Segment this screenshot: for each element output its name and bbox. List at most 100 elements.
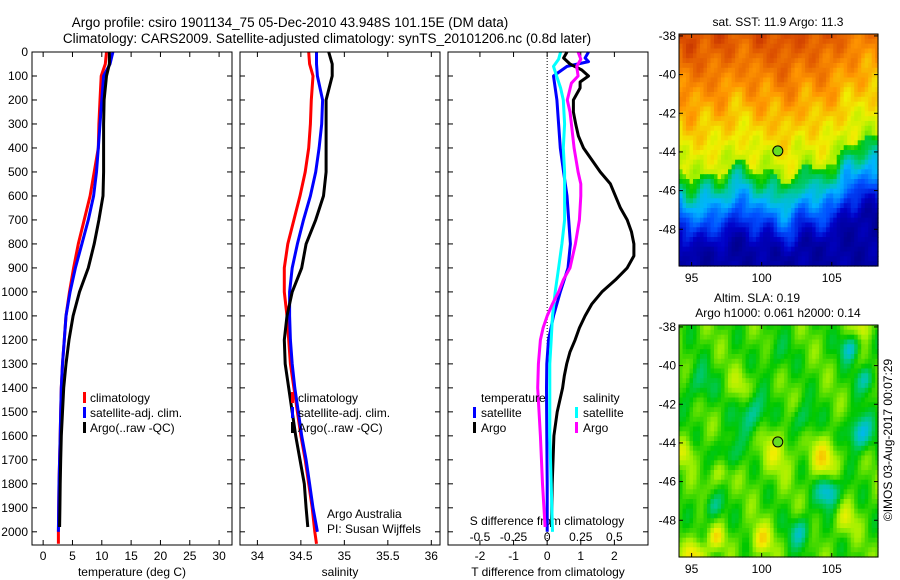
map-cell bbox=[784, 368, 789, 374]
map-cell bbox=[833, 436, 838, 442]
map-cell bbox=[780, 392, 785, 399]
map-cell bbox=[710, 363, 715, 370]
map-cell bbox=[756, 222, 761, 228]
map-cell bbox=[822, 111, 827, 117]
map-cell bbox=[724, 208, 729, 214]
map-cell bbox=[770, 135, 775, 141]
map-cell bbox=[731, 48, 736, 54]
map-cell bbox=[784, 92, 789, 98]
map-cell bbox=[826, 203, 831, 209]
map-cell bbox=[770, 368, 775, 374]
map-cell bbox=[784, 111, 789, 117]
map-cell bbox=[752, 445, 757, 452]
map-cell bbox=[812, 43, 817, 50]
map-cell bbox=[871, 111, 876, 117]
map-cell bbox=[833, 421, 838, 428]
map-cell bbox=[686, 368, 691, 374]
map-cell bbox=[696, 489, 701, 495]
map-cell bbox=[822, 150, 827, 156]
map-cell bbox=[847, 397, 852, 403]
map-cell bbox=[875, 58, 879, 64]
map-cell bbox=[794, 140, 799, 146]
map-cell bbox=[812, 38, 817, 45]
map-cell bbox=[875, 38, 879, 45]
map-cell bbox=[843, 373, 848, 379]
map-cell bbox=[864, 426, 869, 432]
map-cell bbox=[875, 479, 879, 486]
map-cell bbox=[770, 227, 775, 233]
map-cell bbox=[724, 397, 729, 403]
map-cell bbox=[829, 241, 834, 248]
map-cell bbox=[752, 222, 757, 228]
map-cell bbox=[794, 378, 799, 384]
map-cell bbox=[710, 445, 715, 452]
map-cell bbox=[815, 256, 820, 262]
map-cell bbox=[724, 154, 729, 161]
map-cell bbox=[759, 140, 764, 146]
map-cell bbox=[724, 145, 729, 151]
map-cell bbox=[808, 256, 813, 262]
map-cell bbox=[833, 130, 838, 137]
map-cell bbox=[864, 334, 869, 341]
map-cell bbox=[857, 77, 862, 83]
map-cell bbox=[728, 441, 733, 447]
map-cell bbox=[822, 140, 827, 146]
map-cell bbox=[696, 48, 701, 54]
map-cell bbox=[777, 431, 782, 437]
map-cell bbox=[742, 256, 747, 262]
map-cell bbox=[861, 241, 866, 248]
map-cell bbox=[724, 460, 729, 466]
map-cell bbox=[861, 325, 866, 331]
map-cell bbox=[693, 397, 698, 403]
map-cell bbox=[763, 387, 768, 394]
map-cell bbox=[822, 436, 827, 442]
map-cell bbox=[815, 373, 820, 379]
map-cell bbox=[752, 479, 757, 486]
map-cell bbox=[742, 421, 747, 428]
map-cell bbox=[749, 53, 754, 59]
map-cell bbox=[759, 116, 764, 122]
map-cell bbox=[682, 174, 687, 180]
map-cell bbox=[805, 82, 810, 88]
map-cell bbox=[784, 373, 789, 379]
map-cell bbox=[770, 441, 775, 447]
map-cell bbox=[871, 436, 876, 442]
map-cell bbox=[777, 479, 782, 486]
map-cell bbox=[787, 67, 792, 74]
map-cell bbox=[819, 246, 824, 253]
map-cell bbox=[822, 96, 827, 103]
map-cell bbox=[787, 116, 792, 122]
map-cell bbox=[861, 237, 866, 243]
map-cell bbox=[689, 193, 694, 199]
map-cell bbox=[857, 227, 862, 233]
map-cell bbox=[679, 183, 684, 190]
map-cell bbox=[696, 169, 701, 175]
map-cell bbox=[843, 237, 848, 243]
map-cell bbox=[682, 183, 687, 190]
map-cell bbox=[679, 450, 684, 457]
map-cell bbox=[871, 101, 876, 108]
map-cell bbox=[801, 489, 806, 495]
map-cell bbox=[787, 387, 792, 394]
map-cell bbox=[787, 43, 792, 50]
map-cell bbox=[815, 455, 820, 461]
map-cell bbox=[840, 34, 845, 40]
map-cell bbox=[822, 159, 827, 166]
map-cell bbox=[871, 183, 876, 190]
map-cell bbox=[791, 325, 796, 331]
map-cell bbox=[798, 392, 803, 399]
map-cell bbox=[745, 125, 750, 132]
map-cell bbox=[861, 121, 866, 127]
map-cell bbox=[749, 43, 754, 50]
map-cell bbox=[819, 329, 824, 336]
map-cell bbox=[749, 232, 754, 238]
map-cell bbox=[819, 135, 824, 141]
map-cell bbox=[812, 479, 817, 486]
map-cell bbox=[763, 397, 768, 403]
map-cell bbox=[728, 179, 733, 185]
map-cell bbox=[805, 387, 810, 394]
map-cell bbox=[780, 363, 785, 370]
map-cell bbox=[843, 387, 848, 394]
map-cell bbox=[791, 344, 796, 350]
map-cell bbox=[861, 150, 866, 156]
